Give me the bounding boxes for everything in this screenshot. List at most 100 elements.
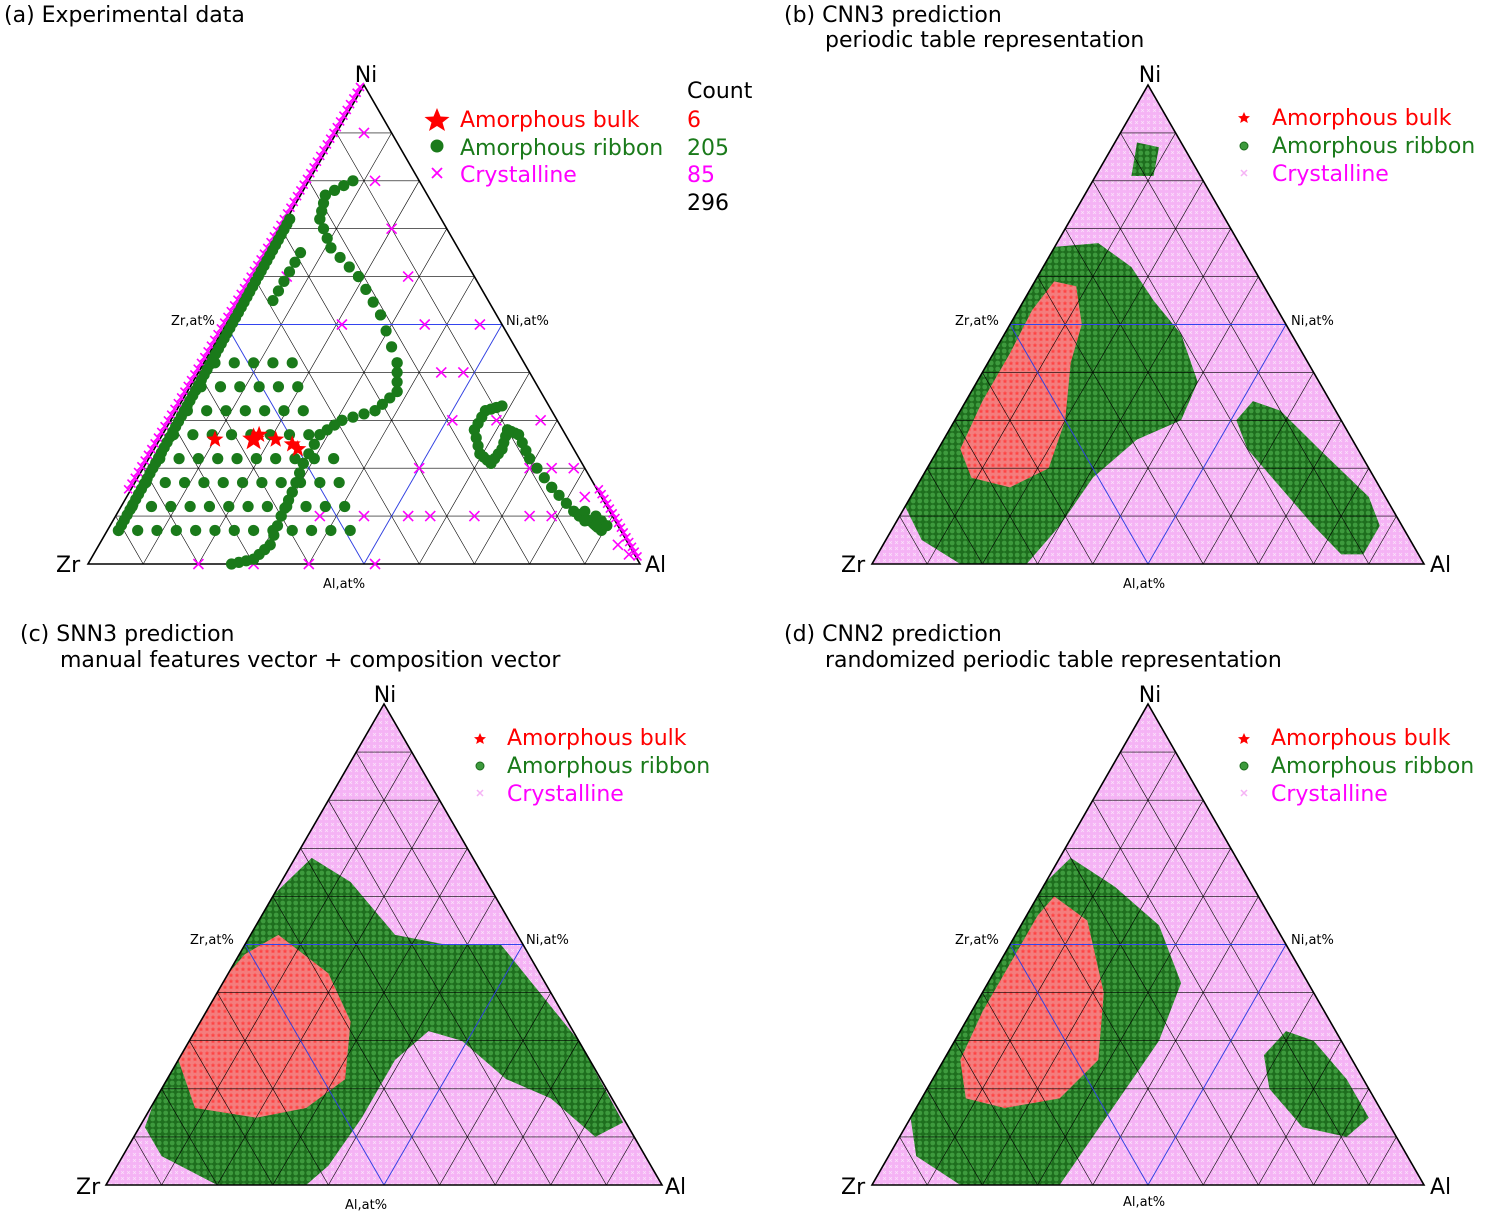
panel-a-axis-ni: Ni,at% — [506, 314, 549, 329]
guide-triangle — [1009, 944, 1287, 1186]
panel-c-title: (c) SNN3 prediction — [20, 622, 235, 647]
crystalline-point — [546, 510, 558, 522]
grid-line — [355, 751, 607, 1186]
ribbon-point — [217, 476, 229, 489]
crystalline-point — [402, 510, 414, 522]
bulk-point — [250, 425, 268, 442]
panel-c-vertex-zr: Zr — [76, 1175, 101, 1200]
ribbon-point — [250, 453, 262, 465]
grid-line — [170, 420, 254, 565]
legend-count-header: Count — [687, 79, 753, 104]
legend-crystalline-marker — [476, 789, 484, 797]
crystalline-point — [608, 508, 618, 518]
ribbon-point — [308, 438, 320, 450]
panel-c-plot — [104, 702, 664, 1186]
crystalline-points — [123, 82, 643, 570]
legend-crystalline-count: 85 — [687, 163, 715, 188]
ribbon-point — [225, 558, 238, 570]
crystalline-point — [302, 174, 312, 184]
legend-bulk-label: Amorphous bulk — [460, 108, 640, 133]
ribbon-point — [374, 309, 387, 321]
legend-ribbon-marker — [1239, 761, 1249, 771]
crystalline-point — [305, 168, 315, 178]
grid-line — [161, 1088, 218, 1186]
ribbon-region — [1131, 142, 1159, 176]
crystalline-point — [123, 484, 133, 494]
ribbon-point — [294, 247, 307, 259]
ribbon-point — [391, 385, 403, 398]
crystalline-point — [568, 462, 580, 474]
ribbon-point — [339, 500, 351, 513]
crystalline-point — [355, 82, 365, 92]
crystalline-point — [179, 387, 190, 397]
grid-line — [272, 848, 468, 1186]
ribbon-point — [239, 405, 251, 417]
panel-a-vertex-zr: Zr — [56, 553, 81, 578]
ribbon-point — [391, 357, 403, 369]
ribbon-point — [275, 510, 287, 522]
ribbon-point — [546, 481, 558, 493]
grid-line — [1092, 180, 1314, 565]
ribbon-point — [259, 405, 271, 417]
grid-line — [142, 468, 199, 565]
ribbon-point — [195, 381, 207, 393]
ternary-outline — [870, 702, 1426, 1186]
crystalline-point — [446, 414, 458, 426]
panel-a-title: (a) Experimental data — [4, 3, 245, 28]
legend-crystalline-marker — [1240, 169, 1248, 177]
crystalline-point — [126, 479, 137, 489]
ribbon-point — [203, 500, 216, 513]
ribbon-point — [305, 524, 318, 537]
grid-line — [161, 751, 413, 1186]
ribbon-point — [167, 429, 180, 441]
ternary-outline — [104, 702, 664, 1186]
panel-b-cnn3-prediction: (b) CNN3 prediction periodic table repre… — [784, 3, 1475, 592]
legend-ribbon-marker — [1239, 141, 1249, 151]
legend-ribbon-label: Amorphous ribbon — [507, 754, 710, 779]
ribbon-point — [272, 285, 285, 297]
crystalline-point — [136, 461, 146, 471]
ribbon-point — [212, 453, 224, 465]
ribbon-point — [270, 453, 282, 465]
crystalline-point — [153, 433, 163, 443]
ribbon-point — [360, 283, 372, 295]
ribbon-points — [112, 175, 613, 570]
grid-line — [982, 992, 1094, 1186]
panel-d-vertex-zr: Zr — [841, 1175, 866, 1200]
ribbon-point — [170, 524, 182, 537]
panel-a-axis-al: Al,at% — [323, 577, 365, 592]
grid-line — [926, 751, 1176, 1186]
ribbon-point — [154, 453, 166, 465]
panel-a-vertex-al: Al — [645, 553, 666, 578]
ribbon-point — [242, 500, 254, 513]
ribbon-point — [126, 500, 138, 513]
panel-d-subtitle: randomized periodic table representation — [825, 648, 1282, 673]
ribbon-point — [140, 476, 152, 489]
ribbon-point — [328, 453, 340, 465]
panel-c-legend: Amorphous bulk Amorphous ribbon Crystall… — [474, 726, 710, 807]
crystalline-point — [312, 157, 322, 167]
ribbon-point — [286, 357, 298, 369]
crystalline-point — [319, 145, 329, 155]
ribbon-point — [325, 242, 337, 254]
grid-line — [1037, 228, 1232, 565]
grid-line — [1120, 132, 1370, 565]
panel-a-vertex-ni: Ni — [355, 63, 378, 88]
ribbon-point — [275, 476, 287, 489]
panel-b-plot — [870, 83, 1426, 565]
ribbon-point — [347, 411, 359, 423]
ribbon-point — [579, 505, 591, 517]
ribbon-point — [173, 453, 185, 465]
ribbon-point — [314, 476, 326, 489]
crystalline-point — [612, 539, 624, 551]
ribbon-point — [272, 381, 285, 393]
ribbon-point — [531, 462, 543, 474]
crystalline-point — [369, 175, 381, 187]
crystalline-point — [630, 547, 640, 557]
panel-d-plot — [870, 702, 1426, 1186]
ribbon-point — [344, 524, 356, 537]
ribbon-point — [268, 529, 280, 541]
crystalline-point — [413, 462, 425, 474]
panel-b-vertex-zr: Zr — [841, 553, 866, 578]
crystalline-point — [579, 491, 591, 503]
